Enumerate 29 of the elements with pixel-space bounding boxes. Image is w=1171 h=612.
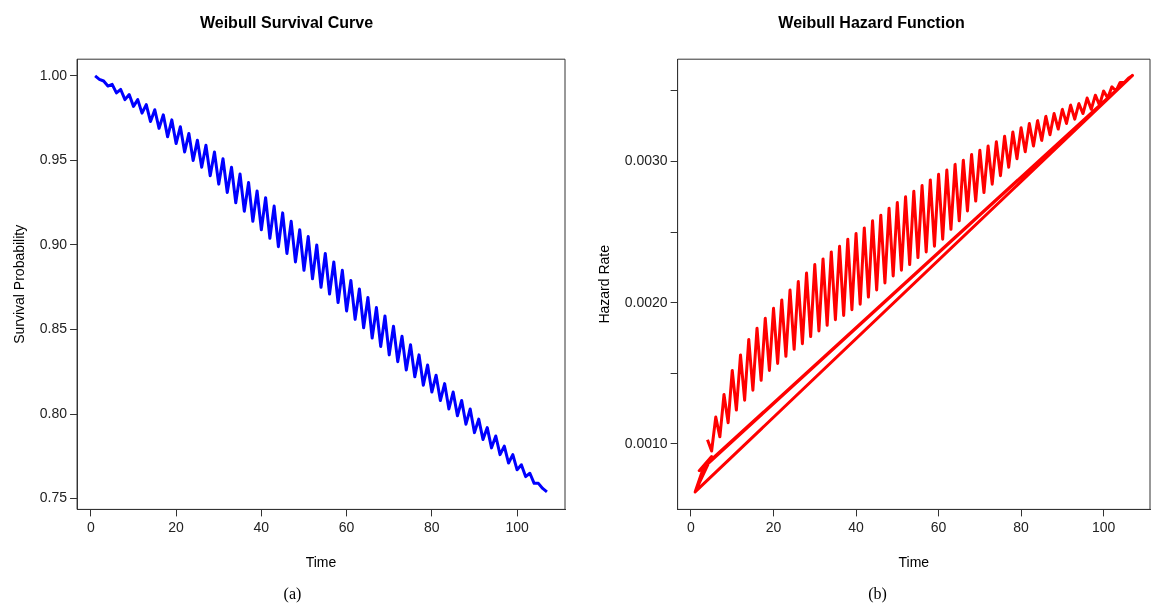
x-tick-label: 0 bbox=[687, 518, 696, 535]
chart-title: Weibull Hazard Function bbox=[778, 14, 965, 32]
x-tick-label: 60 bbox=[930, 518, 947, 535]
y-tick-label: 0.0010 bbox=[624, 434, 668, 451]
x-tick-label: 0 bbox=[86, 518, 95, 535]
text: (b) bbox=[867, 585, 888, 603]
y-tick-label: 0.75 bbox=[39, 489, 68, 506]
y-tick-label: 0.0020 bbox=[624, 293, 668, 310]
x-axis-title: Time bbox=[898, 554, 930, 571]
x-tick-label: 20 bbox=[168, 518, 185, 535]
x-tick-label: 100 bbox=[505, 518, 529, 535]
x-tick-label: 60 bbox=[338, 518, 355, 535]
x-tick-label: 100 bbox=[1091, 518, 1116, 535]
x-tick-label: 80 bbox=[424, 518, 440, 535]
x-tick-label: 40 bbox=[848, 518, 865, 535]
y-tick-label: 0.90 bbox=[39, 235, 68, 252]
x-tick-label: 40 bbox=[253, 518, 270, 535]
y-axis-title: Survival Probability bbox=[11, 224, 28, 344]
text: (a) bbox=[282, 585, 303, 603]
y-tick-label: 1.00 bbox=[39, 66, 68, 83]
x-tick-label: 20 bbox=[765, 518, 782, 535]
x-tick-label: 80 bbox=[1013, 518, 1030, 535]
y-tick-label: 0.85 bbox=[39, 320, 68, 337]
y-tick-label: 0.95 bbox=[39, 151, 68, 168]
y-tick-label: 0.0030 bbox=[624, 152, 668, 169]
y-axis-title: Hazard Rate bbox=[596, 244, 613, 324]
x-axis-title: Time bbox=[305, 554, 337, 571]
y-tick-label: 0.80 bbox=[39, 404, 68, 421]
chart-title: Weibull Survival Curve bbox=[199, 14, 374, 32]
